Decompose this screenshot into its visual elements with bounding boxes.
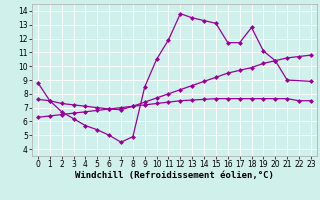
- X-axis label: Windchill (Refroidissement éolien,°C): Windchill (Refroidissement éolien,°C): [75, 171, 274, 180]
